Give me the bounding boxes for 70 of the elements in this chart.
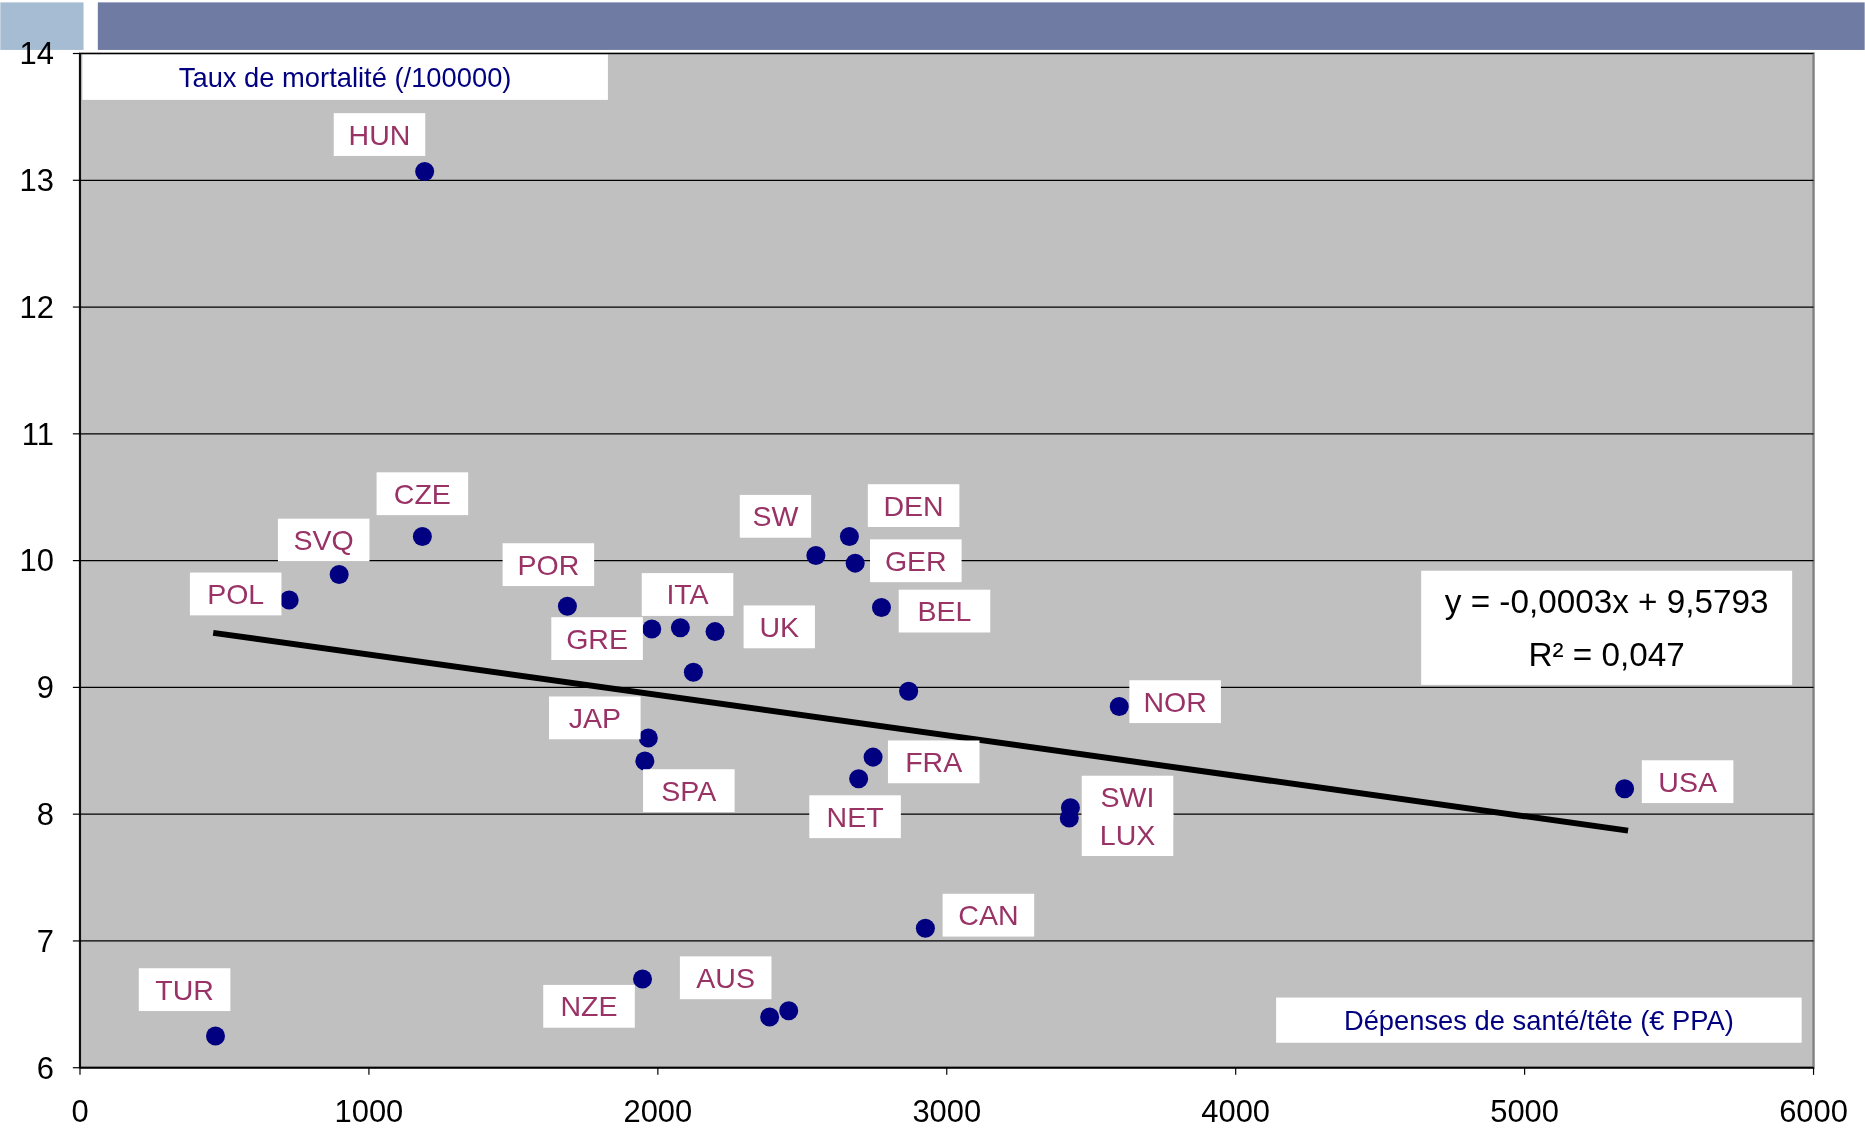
annotation: SVQ (293, 524, 354, 557)
annotation: POR (517, 548, 580, 581)
x-tick-label: 6000 (1779, 1094, 1848, 1130)
x-tick-label: 3000 (912, 1094, 982, 1130)
annotation: SPA (661, 774, 717, 807)
x-tick-label: 1000 (334, 1094, 404, 1130)
point (670, 618, 690, 638)
y-tick-label: 8 (36, 796, 54, 832)
annotation: BEL (917, 595, 972, 628)
point (412, 527, 432, 547)
point (1615, 779, 1635, 799)
point (279, 590, 299, 610)
point (915, 918, 935, 938)
annotation: R² = 0,047 (1528, 635, 1685, 673)
annotation: y = -0,0003x + 9,5793 (1444, 583, 1769, 621)
annotation: CAN (958, 899, 1019, 932)
y-tick-label: 11 (21, 416, 54, 452)
point (557, 596, 577, 616)
point (683, 662, 703, 682)
point (760, 1007, 780, 1027)
point (642, 619, 662, 639)
x-tick-label: 4000 (1201, 1094, 1271, 1130)
point (845, 553, 865, 573)
annotation: NET (826, 800, 884, 833)
point (863, 747, 883, 767)
point (705, 622, 725, 642)
annotation: UK (759, 610, 800, 643)
y-tick-label: 9 (36, 670, 54, 706)
point (205, 1026, 226, 1046)
annotation: NOR (1143, 685, 1207, 718)
annotation: NZE (560, 990, 618, 1023)
point (871, 598, 891, 618)
point (1059, 808, 1079, 828)
point (806, 546, 826, 566)
y-tick-label: 7 (36, 923, 54, 959)
point (329, 565, 349, 585)
annotation: FRA (905, 745, 963, 778)
x-axis-title: Dépenses de santé/tête (€ PPA) (1343, 1004, 1734, 1036)
annotation: AUS (696, 961, 755, 994)
point (849, 769, 869, 789)
annotation: TUR (155, 973, 214, 1006)
point (899, 681, 919, 701)
annotation: JAP (568, 701, 621, 734)
y-tick-label: 13 (19, 163, 54, 199)
x-tick-label: 0 (71, 1094, 89, 1130)
y-tick-label: 10 (19, 543, 54, 579)
annotation: LUX (1099, 818, 1156, 851)
x-tick-label: 2000 (623, 1094, 693, 1130)
y-axis-title: Taux de mortalité (/100000) (178, 61, 512, 93)
point (1109, 696, 1129, 716)
annotation: SWI (1100, 781, 1155, 814)
point (635, 751, 655, 771)
point (415, 161, 435, 181)
annotation: DEN (883, 489, 944, 522)
point (839, 527, 859, 547)
annotation: CZE (393, 477, 451, 510)
annotation: USA (1658, 765, 1717, 798)
annotation: ITA (666, 578, 709, 611)
point (638, 728, 658, 748)
annotation: GER (884, 544, 947, 577)
y-tick-label: 6 (36, 1050, 54, 1086)
annotation: GRE (566, 622, 628, 655)
point (633, 969, 653, 989)
x-tick-label: 5000 (1490, 1094, 1559, 1130)
annotation: HUN (348, 118, 411, 151)
annotation: POL (207, 577, 265, 610)
y-tick-label: 14 (19, 36, 54, 72)
point (779, 1001, 799, 1021)
y-tick-label: 12 (19, 289, 54, 325)
annotation: SW (752, 500, 799, 533)
